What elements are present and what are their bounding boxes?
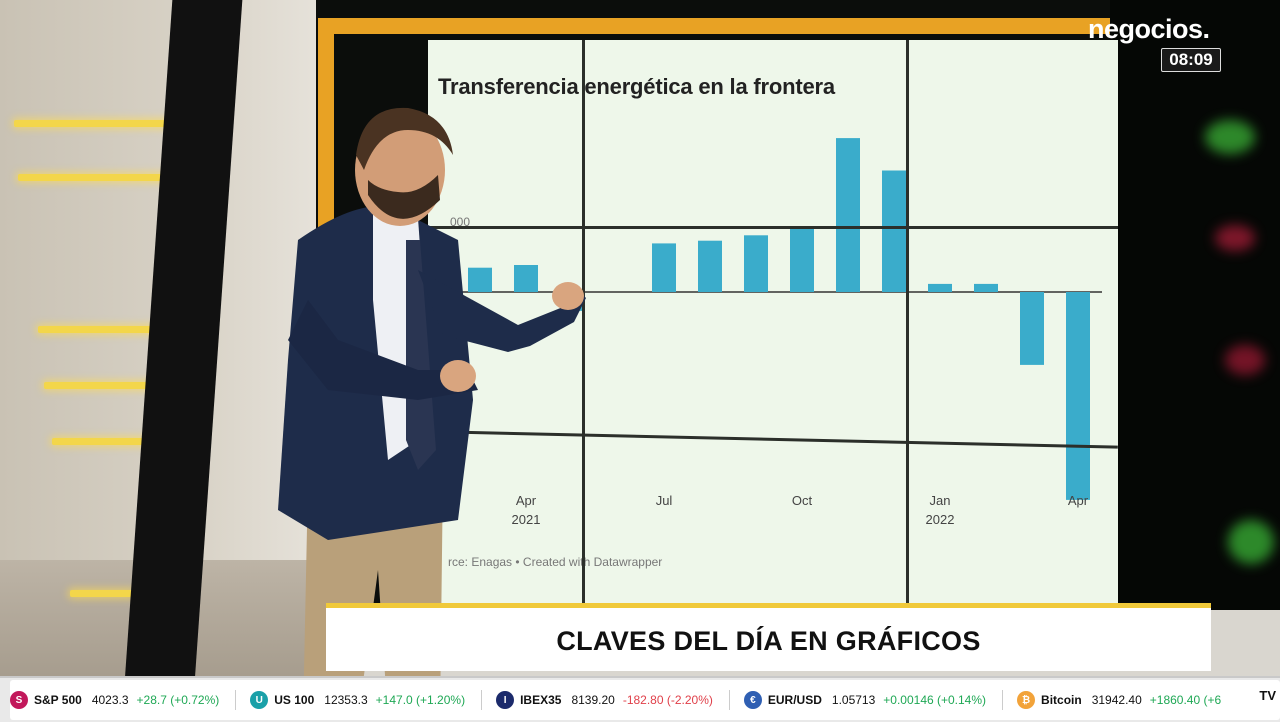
ticker-change: +28.7 (+0.72%) xyxy=(136,693,220,707)
ticker-change: +1860.40 (+6 xyxy=(1149,693,1222,707)
panel-seam xyxy=(428,226,1118,229)
ticker-name: IBEX35 xyxy=(520,693,562,707)
ticker-name: EUR/USD xyxy=(767,693,822,707)
market-ticker: S S&P 500 4023.3 +28.7 (+0.72%) U US 100 12353… xyxy=(0,676,1280,722)
ticker-price: 4023.3 xyxy=(91,693,129,707)
ticker-change: +0.00146 (+0.14%) xyxy=(883,693,987,707)
ticker-price: 8139.20 xyxy=(571,693,615,707)
bar xyxy=(882,170,906,292)
sp500-icon: S xyxy=(10,691,28,709)
bar xyxy=(836,138,860,292)
ticker-name: S&P 500 xyxy=(34,693,82,707)
bar xyxy=(928,283,952,292)
ticker-price: 12353.3 xyxy=(324,693,368,707)
eurusd-icon: € xyxy=(743,691,762,709)
us100-icon: U xyxy=(250,691,269,709)
ticker-separator xyxy=(481,690,483,710)
ticker-item: € EUR/USD 1.05713 +0.00146 (+0.14%) xyxy=(743,691,987,709)
video-wall-dark-panel xyxy=(1110,0,1280,610)
bokeh-light xyxy=(1225,345,1265,375)
ticker-item: ₿ Bitcoin 31942.40 +1860.40 (+6 xyxy=(1017,691,1221,709)
ticker-separator xyxy=(235,690,237,710)
ticker-separator xyxy=(1002,690,1004,710)
bar xyxy=(468,267,492,292)
bar xyxy=(1066,292,1090,500)
y-tick-label: 000 xyxy=(450,215,470,229)
clock: 08:09 xyxy=(1161,48,1221,72)
ticker-change: +147.0 (+1.20%) xyxy=(375,693,466,707)
ticker-price: 31942.40 xyxy=(1091,693,1142,707)
panel-seam xyxy=(906,40,909,605)
ticker-item: S S&P 500 4023.3 +28.7 (+0.72%) xyxy=(10,691,219,709)
bar xyxy=(698,240,722,292)
ticker-item: I IBEX35 8139.20 -182.80 (-2.20%) xyxy=(496,691,713,709)
panel-seam xyxy=(582,40,585,605)
bar xyxy=(790,227,814,292)
tradingview-icon: TV xyxy=(1259,688,1276,703)
light-strip xyxy=(70,590,134,597)
channel-logo: negocios. xyxy=(1088,14,1210,44)
bokeh-light xyxy=(1215,225,1255,251)
bar xyxy=(974,283,998,292)
bitcoin-icon: ₿ xyxy=(1017,691,1036,709)
x-tick-label: Oct xyxy=(792,493,813,508)
ticker-item: U US 100 12353.3 +147.0 (+1.20%) xyxy=(250,691,465,709)
bar-chart: 000 Apr 2021 Jul Oct Jan 2022 Apr xyxy=(448,138,1102,527)
x-tick-label: Apr xyxy=(516,493,537,508)
bar xyxy=(1020,292,1044,365)
x-tick-label: Apr xyxy=(1068,493,1089,508)
ticker-price: 1.05713 xyxy=(831,693,876,707)
ticker-track: S S&P 500 4023.3 +28.7 (+0.72%) U US 100 12353… xyxy=(10,680,1280,720)
light-strip xyxy=(18,174,186,181)
x-tick-year: 2021 xyxy=(512,512,541,527)
ticker-name: Bitcoin xyxy=(1041,693,1082,707)
light-strip xyxy=(52,438,152,445)
ticker-change: -182.80 (-2.20%) xyxy=(622,693,713,707)
lower-third-text: CLAVES DEL DÍA EN GRÁFICOS xyxy=(556,626,981,656)
light-strip xyxy=(44,382,160,389)
light-strip xyxy=(14,120,192,127)
ibex35-icon: I xyxy=(496,691,515,709)
x-tick-label: Jul xyxy=(656,493,673,508)
bokeh-light xyxy=(1228,520,1274,564)
bokeh-light xyxy=(1205,120,1255,154)
bar xyxy=(514,265,538,292)
chart-title: Transferencia energética en la frontera xyxy=(438,74,835,99)
bar xyxy=(744,235,768,292)
ticker-name: US 100 xyxy=(274,693,315,707)
x-tick-label: Jan xyxy=(930,493,951,508)
lower-third-banner: CLAVES DEL DÍA EN GRÁFICOS xyxy=(326,603,1211,671)
ticker-separator xyxy=(728,690,730,710)
bar xyxy=(652,243,676,292)
light-strip xyxy=(38,326,168,333)
chart-source: rce: Enagas • Created with Datawrapper xyxy=(448,555,663,569)
x-tick-year: 2022 xyxy=(926,512,955,527)
